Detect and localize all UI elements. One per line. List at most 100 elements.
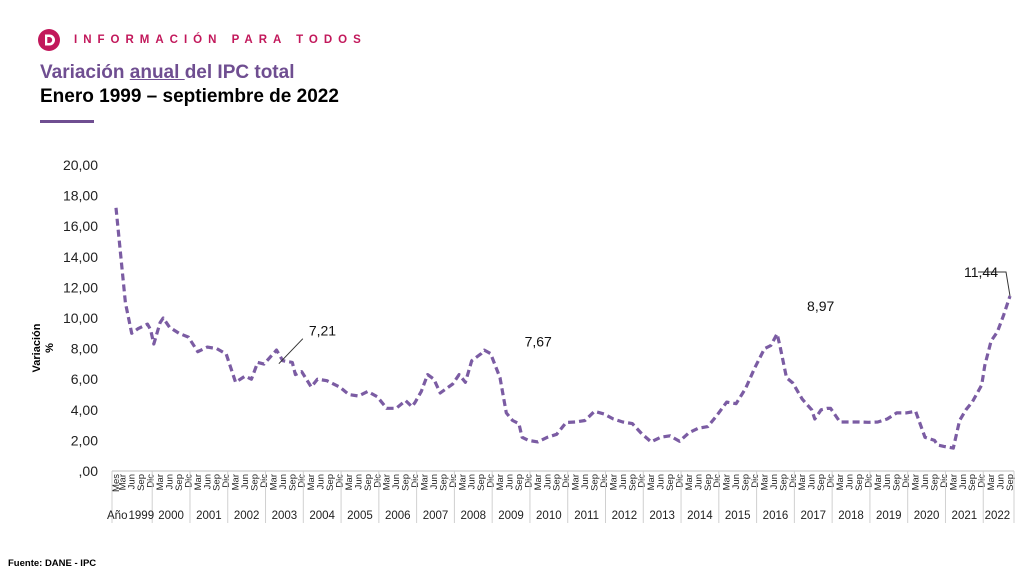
y-tick-label: 14,00 — [63, 249, 98, 265]
month-tick-label: Mar — [873, 474, 884, 490]
month-tick-label: Sep — [665, 474, 676, 491]
y-tick-label: 10,00 — [63, 310, 98, 326]
month-tick-label: Jun — [656, 474, 667, 489]
month-tick-label: Jun — [429, 474, 440, 489]
month-tick-label: Mar — [986, 474, 997, 490]
month-tick-label: Mar — [155, 474, 166, 490]
month-tick-label: Sep — [174, 474, 185, 491]
data-label: 11,44 — [964, 264, 998, 280]
month-tick-label: Sep — [476, 474, 487, 491]
year-label: 2009 — [498, 510, 524, 522]
month-tick-label: Jun — [202, 474, 213, 489]
month-tick-label: Dic — [448, 474, 459, 488]
month-tick-label: Sep — [287, 474, 298, 491]
year-label: 2013 — [649, 510, 675, 522]
year-label: 2012 — [612, 510, 638, 522]
month-tick-label: Sep — [401, 474, 412, 491]
month-tick-label: Mar — [231, 474, 242, 490]
month-tick-label: Jun — [996, 474, 1007, 489]
annotation-leader — [978, 271, 1011, 297]
year-label: 2004 — [309, 510, 335, 522]
dane-logo-icon — [38, 29, 60, 51]
page-subtitle: Enero 1999 – septiembre de 2022 — [40, 86, 339, 107]
header: INFORMACIÓN PARA TODOS — [38, 28, 367, 52]
month-tick-label: Dic — [183, 474, 194, 488]
month-tick-label: Sep — [929, 474, 940, 491]
data-label: 8,97 — [807, 298, 834, 314]
month-tick-label: Mar — [835, 474, 846, 490]
title-rule — [40, 120, 94, 123]
month-tick-label: Sep — [854, 474, 865, 491]
month-tick-label: Sep — [778, 474, 789, 491]
month-tick-label: Mar — [344, 474, 355, 490]
month-tick-label: Dic — [977, 474, 988, 488]
y-axis-label: Variación% — [31, 323, 56, 372]
year-label: 2022 — [985, 510, 1011, 522]
month-tick-label: Sep — [1005, 474, 1016, 491]
year-label: 1999 — [129, 510, 155, 522]
year-row-label: Año — [107, 510, 127, 522]
month-tick-label: Dic — [523, 474, 534, 488]
y-tick-label: 18,00 — [63, 188, 98, 204]
month-tick-label: Dic — [146, 474, 157, 488]
month-tick-label: Mar — [533, 474, 544, 490]
y-tick-label: 8,00 — [71, 341, 98, 357]
month-tick-label: Mar — [306, 474, 317, 490]
month-tick-label: Dic — [297, 474, 308, 488]
month-tick-label: Sep — [816, 474, 827, 491]
month-tick-label: Sep — [967, 474, 978, 491]
month-tick-label: Jun — [353, 474, 364, 489]
year-label: 2001 — [196, 510, 222, 522]
month-tick-label: Mar — [382, 474, 393, 490]
month-tick-label: Sep — [892, 474, 903, 491]
month-tick-label: Dic — [750, 474, 761, 488]
year-label: 2008 — [460, 510, 486, 522]
month-tick-label: Sep — [250, 474, 261, 491]
month-tick-label: Jun — [165, 474, 176, 489]
month-tick-label: Sep — [552, 474, 563, 491]
month-tick-label: Sep — [363, 474, 374, 491]
month-tick-label: Dic — [372, 474, 383, 488]
year-label: 2014 — [687, 510, 713, 522]
month-tick-label: Jun — [580, 474, 591, 489]
month-tick-label: Sep — [703, 474, 714, 491]
year-label: 2020 — [914, 510, 940, 522]
year-label: 2017 — [800, 510, 826, 522]
month-tick-label: Mar — [268, 474, 279, 490]
month-tick-label: Dic — [561, 474, 572, 488]
source-note: Fuente: DANE - IPC — [8, 558, 97, 569]
month-tick-label: Mar — [759, 474, 770, 490]
y-tick-label: 20,00 — [63, 157, 98, 173]
month-tick-label: Dic — [674, 474, 685, 488]
title-part1: Variación — [40, 62, 130, 83]
year-label: 2002 — [234, 510, 260, 522]
month-tick-label: Jun — [958, 474, 969, 489]
month-tick-label: Sep — [627, 474, 638, 491]
year-label: 2021 — [952, 510, 978, 522]
page-title: Variación anual del IPC total — [40, 62, 294, 84]
month-tick-label: Dic — [599, 474, 610, 488]
x-row-label: Mes — [111, 474, 122, 492]
month-tick-label: Mar — [911, 474, 922, 490]
annotation-leader — [278, 338, 304, 365]
month-tick-label: Mar — [571, 474, 582, 490]
month-tick-label: Jun — [278, 474, 289, 489]
year-label: 2000 — [158, 510, 184, 522]
y-tick-label: ,00 — [79, 463, 99, 479]
month-tick-label: Mar — [193, 474, 204, 490]
month-tick-label: Mar — [419, 474, 430, 490]
month-tick-label: Sep — [741, 474, 752, 491]
y-tick-label: 16,00 — [63, 218, 98, 234]
month-tick-label: Jun — [693, 474, 704, 489]
y-tick-label: 2,00 — [71, 432, 98, 448]
year-label: 2011 — [574, 510, 599, 522]
month-tick-label: Dic — [826, 474, 837, 488]
month-tick-label: Mar — [117, 474, 128, 490]
year-label: 2007 — [423, 510, 449, 522]
month-tick-label: Dic — [712, 474, 723, 488]
month-tick-label: Dic — [221, 474, 232, 488]
month-tick-label: Jun — [467, 474, 478, 489]
month-tick-label: Sep — [589, 474, 600, 491]
year-label: 2015 — [725, 510, 751, 522]
